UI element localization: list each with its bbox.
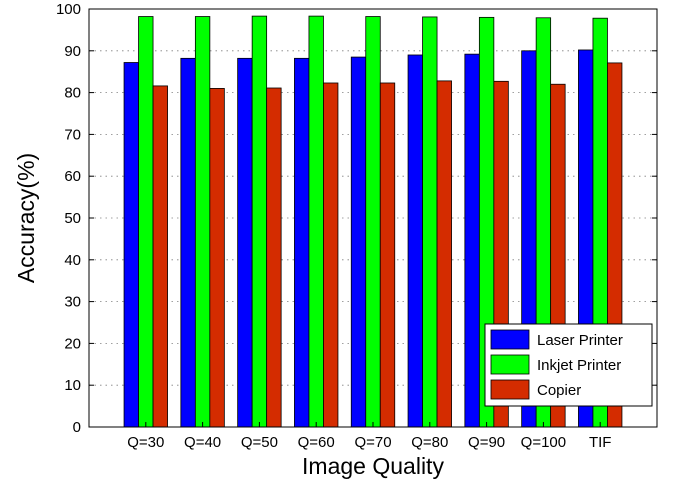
- bar-laser-printer: [180, 57, 196, 428]
- y-tick-label: 10: [64, 377, 81, 394]
- x-tick-label: Q=100: [521, 434, 566, 451]
- x-tick-label: Q=30: [127, 434, 164, 451]
- x-tick-label: Q=50: [241, 434, 278, 451]
- bar-inkjet-printer: [251, 15, 268, 428]
- bar-laser-printer: [407, 54, 423, 428]
- y-tick-label: 30: [64, 294, 81, 311]
- bar-laser-printer: [464, 53, 480, 428]
- bar-laser-printer: [237, 57, 253, 428]
- legend-swatch: [490, 379, 530, 400]
- y-tick-label: 20: [64, 335, 81, 352]
- bar-copier: [436, 80, 452, 428]
- bar-inkjet-printer: [138, 16, 154, 428]
- y-tick-label: 60: [64, 168, 81, 185]
- bar-copier: [323, 82, 339, 428]
- x-axis-ticks: Q=30 Q=40 Q=50 Q=60 Q=70 Q=80 Q=90 Q=100 TIF: [127, 422, 611, 451]
- bar-copier: [379, 82, 396, 428]
- legend-label: Laser Printer: [537, 332, 623, 349]
- x-tick-label: Q=70: [354, 434, 391, 451]
- legend-label: Inkjet Printer: [537, 357, 621, 374]
- y-tick-label: 90: [64, 43, 81, 60]
- y-tick-label: 40: [64, 252, 81, 269]
- bar-inkjet-printer: [422, 16, 438, 428]
- bar-copier: [152, 85, 168, 428]
- y-tick-label: 0: [73, 419, 81, 436]
- y-tick-label: 50: [64, 210, 81, 227]
- bar-copier: [209, 88, 225, 428]
- legend-swatch: [490, 354, 530, 375]
- x-tick-label: Q=60: [298, 434, 335, 451]
- bar-inkjet-printer: [308, 15, 324, 428]
- y-axis-ticks: 0 10 20 30 40 50 60 70 80 90 100: [56, 1, 657, 436]
- x-tick-label: Q=80: [411, 434, 448, 451]
- y-tick-label: 80: [64, 85, 81, 102]
- bar-laser-printer: [123, 62, 139, 428]
- y-tick-label: 70: [64, 126, 81, 143]
- x-axis-title: Image Quality: [302, 453, 444, 479]
- x-tick-label: Q=90: [468, 434, 505, 451]
- bar-inkjet-printer: [365, 16, 381, 428]
- bar-laser-printer: [294, 57, 310, 428]
- bar-inkjet-printer: [194, 16, 211, 428]
- x-tick-label: Q=40: [184, 434, 221, 451]
- legend-label: Copier: [537, 382, 581, 399]
- bar-laser-printer: [350, 56, 367, 428]
- y-axis-title: Accuracy(%): [13, 153, 39, 283]
- bar-copier: [266, 87, 282, 428]
- legend-swatch: [490, 329, 530, 350]
- y-tick-label: 100: [56, 1, 81, 18]
- legend: Laser Printer Inkjet Printer Copier: [484, 323, 653, 407]
- x-tick-label: TIF: [589, 434, 612, 451]
